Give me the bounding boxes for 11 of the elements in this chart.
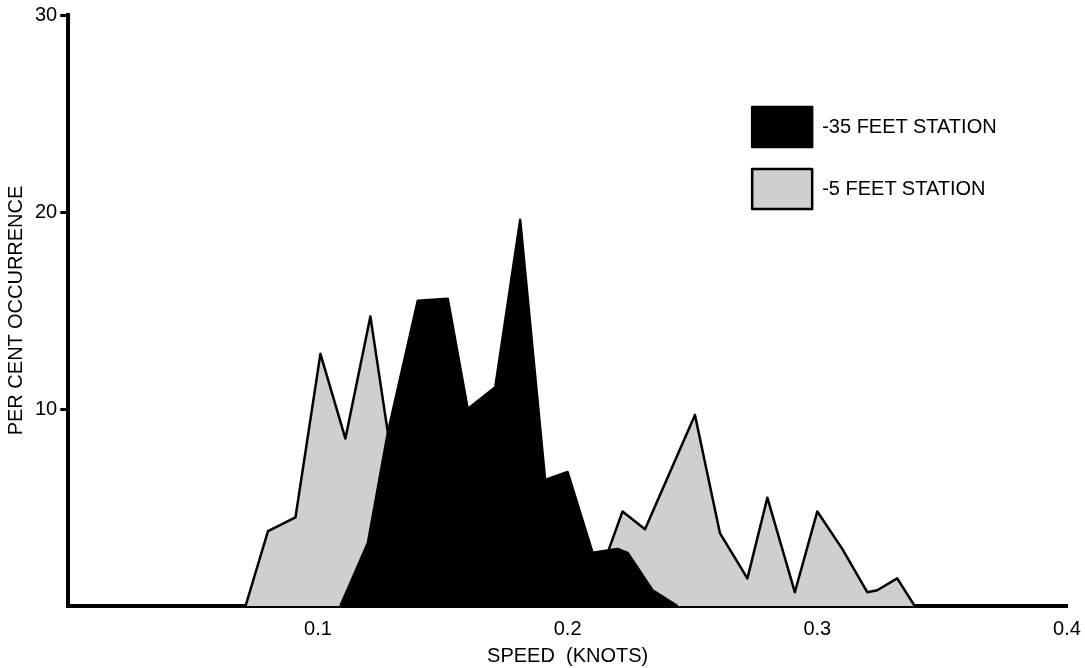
legend-label: -5 FEET STATION xyxy=(822,176,986,199)
y-tick-label: 30 xyxy=(35,2,58,25)
x-tick-label: 0.3 xyxy=(803,616,832,639)
x-axis-title: SPEED (KNOTS) xyxy=(487,643,649,666)
x-tick-label: 0.4 xyxy=(1053,616,1081,639)
legend-label: -35 FEET STATION xyxy=(822,114,997,137)
x-tick-label: 0.2 xyxy=(553,616,582,639)
y-tick-label: 20 xyxy=(35,199,58,222)
x-tick-label: 0.1 xyxy=(304,616,332,639)
y-axis-title: PER CENT OCCURRENCE xyxy=(3,185,26,436)
y-tick-label: 10 xyxy=(35,396,58,419)
